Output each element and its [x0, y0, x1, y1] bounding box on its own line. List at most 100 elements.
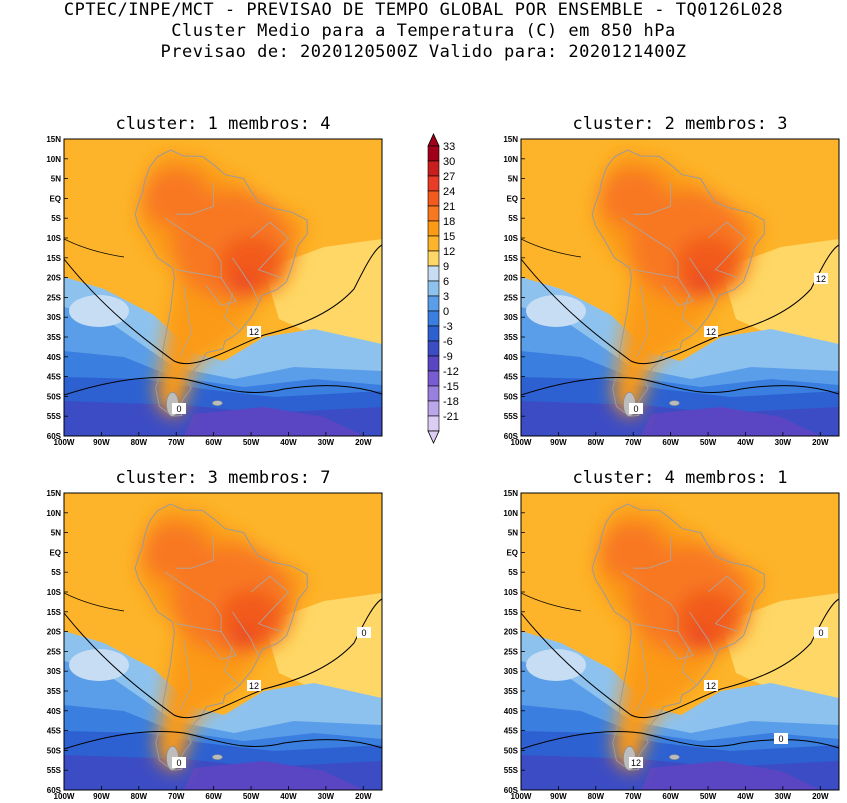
svg-text:12: 12 — [816, 274, 826, 284]
colorbar-cell — [427, 415, 440, 432]
contour-label: 12 — [247, 680, 261, 691]
lat-tick-label: 30S — [504, 313, 519, 322]
lon-tick-label: 60W — [205, 438, 222, 447]
lon-tick-label: 40W — [280, 792, 297, 801]
lat-tick-label: EQ — [506, 194, 518, 203]
lat-tick-label: 40S — [504, 353, 519, 362]
colorbar-label: -3 — [443, 321, 453, 333]
contour-label: 12 — [704, 326, 718, 337]
svg-text:0: 0 — [176, 404, 181, 414]
colorbar-label: 6 — [443, 276, 449, 288]
lat-tick-label: 50S — [47, 392, 62, 401]
lat-tick-label: 10N — [46, 509, 61, 518]
lat-tick-label: 30S — [504, 667, 519, 676]
lon-tick-label: 90W — [93, 438, 110, 447]
lon-tick-label: 20W — [355, 792, 372, 801]
colorbar-cell — [427, 265, 440, 282]
header-line-3: Previsao de: 2020120500Z Valido para: 20… — [160, 42, 687, 62]
colorbar-label: 33 — [443, 141, 455, 153]
contour-label: 12 — [247, 326, 261, 337]
lat-tick-label: 5S — [508, 214, 518, 223]
lat-tick-label: 25S — [47, 647, 62, 656]
lat-tick-label: 55S — [47, 412, 62, 421]
svg-text:12: 12 — [706, 681, 716, 691]
colorbar-label: -18 — [443, 396, 459, 408]
lon-tick-label: 100W — [511, 438, 532, 447]
lon-tick-label: 100W — [511, 792, 532, 801]
lat-tick-label: 45S — [504, 727, 519, 736]
lon-tick-label: 50W — [243, 438, 260, 447]
lon-tick-label: 40W — [737, 792, 754, 801]
lat-tick-label: 5S — [51, 214, 61, 223]
lon-tick-label: 80W — [588, 792, 605, 801]
lat-tick-label: 60S — [504, 432, 519, 441]
svg-text:0: 0 — [361, 628, 366, 638]
svg-text:0: 0 — [633, 404, 638, 414]
colorbar-cell — [427, 250, 440, 267]
lat-tick-label: 25S — [504, 293, 519, 302]
lat-tick-label: 5N — [51, 529, 61, 538]
lat-tick-label: EQ — [49, 548, 61, 557]
colorbar-label: -6 — [443, 336, 453, 348]
colorbar-cell — [427, 145, 440, 162]
lon-tick-label: 70W — [625, 438, 642, 447]
contour-label: 12 — [629, 757, 643, 768]
colorbar-label: 3 — [443, 291, 449, 303]
lat-tick-label: 5S — [51, 568, 61, 577]
colorbar-label: -15 — [443, 381, 459, 393]
colorbar-cell — [427, 325, 440, 342]
lat-tick-label: 15N — [46, 135, 61, 144]
lat-tick-label: 60S — [47, 432, 62, 441]
lat-tick-label: 35S — [47, 333, 62, 342]
lat-tick-label: 60S — [47, 786, 62, 795]
lat-tick-label: 40S — [47, 707, 62, 716]
panel-4-title: cluster: 4 membros: 1 — [572, 468, 788, 488]
svg-text:12: 12 — [249, 327, 259, 337]
header-line-1: CPTEC/INPE/MCT - PREVISAO DE TEMPO GLOBA… — [63, 0, 784, 20]
colorbar-label: 27 — [443, 171, 455, 183]
contour-label: 0 — [357, 627, 371, 638]
colorbar-label: 30 — [443, 156, 455, 168]
lat-tick-label: 20S — [504, 628, 519, 637]
lat-tick-label: 15S — [504, 254, 519, 263]
lat-tick-label: 15N — [503, 135, 518, 144]
lat-tick-label: 40S — [47, 353, 62, 362]
colorbar-cell — [427, 400, 440, 417]
lon-tick-label: 80W — [588, 438, 605, 447]
colorbar-cell — [427, 295, 440, 312]
contour-label: 12 — [814, 273, 828, 284]
lon-tick-label: 100W — [54, 792, 75, 801]
contour-label: 0 — [814, 627, 828, 638]
colorbar-cell — [427, 280, 440, 297]
lon-tick-label: 60W — [662, 792, 679, 801]
lat-tick-label: 15S — [504, 608, 519, 617]
lat-tick-label: 50S — [504, 392, 519, 401]
colorbar-label: 21 — [443, 201, 455, 213]
colorbar-cell — [427, 340, 440, 357]
lon-tick-label: 40W — [737, 438, 754, 447]
lon-tick-label: 50W — [700, 438, 717, 447]
lat-tick-label: 50S — [47, 746, 62, 755]
lat-tick-label: 15N — [46, 489, 61, 498]
lon-tick-label: 60W — [205, 792, 222, 801]
lon-tick-label: 40W — [280, 438, 297, 447]
lat-tick-label: 55S — [47, 766, 62, 775]
lat-tick-label: 10S — [47, 588, 62, 597]
lat-tick-label: 35S — [504, 687, 519, 696]
contour-label: 0 — [774, 733, 788, 744]
colorbar-cell — [427, 205, 440, 222]
lat-tick-label: 10S — [47, 234, 62, 243]
lat-tick-label: 30S — [47, 313, 62, 322]
colorbar-cell — [427, 220, 440, 237]
header-line-2: Cluster Medio para a Temperatura (C) em … — [171, 21, 676, 41]
lat-tick-label: 30S — [47, 667, 62, 676]
contour-label: 12 — [704, 680, 718, 691]
lon-tick-label: 70W — [168, 438, 185, 447]
contour-label: 0 — [172, 403, 186, 414]
lat-tick-label: 55S — [504, 766, 519, 775]
lon-tick-label: 80W — [131, 438, 148, 447]
colorbar-label: -9 — [443, 351, 453, 363]
lon-tick-label: 80W — [131, 792, 148, 801]
lat-tick-label: 10N — [503, 509, 518, 518]
